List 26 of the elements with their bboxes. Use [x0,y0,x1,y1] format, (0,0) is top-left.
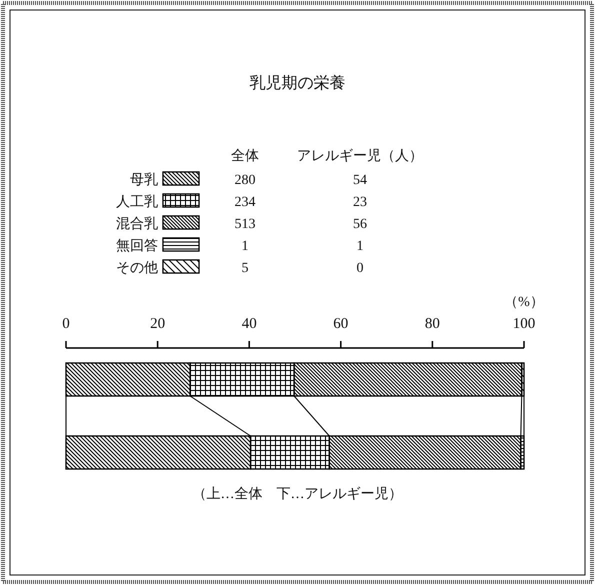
legend-label: 無回答 [116,238,158,254]
legend-label: その他 [116,260,158,276]
annotation: （上…全体 下…アレルギー児） [192,486,402,502]
x-tick-label: 60 [333,316,348,332]
text: 54 [353,173,367,188]
text: 5 [242,261,248,276]
x-tick-label: 80 [424,316,440,332]
text: 234 [234,195,256,210]
text: 全体 [231,148,259,164]
text: 1 [242,239,248,254]
chart-title: 乳児期の栄養 [250,74,346,92]
x-tick-label: 0 [62,316,70,332]
x-tick-label: 40 [242,316,257,332]
text: 280 [234,173,256,188]
text: 513 [234,217,256,232]
legend-label: 母乳 [130,172,158,188]
x-axis-title: （%） [504,295,544,310]
legend-label: 混合乳 [116,216,158,232]
text: 23 [353,195,367,210]
text: アレルギー児（人） [297,148,423,164]
x-tick-label: 100 [512,316,536,332]
text: 56 [353,217,367,232]
text: 1 [356,239,364,254]
x-tick-label: 20 [150,316,166,332]
text: 0 [356,261,364,276]
legend-label: 人工乳 [116,194,158,210]
